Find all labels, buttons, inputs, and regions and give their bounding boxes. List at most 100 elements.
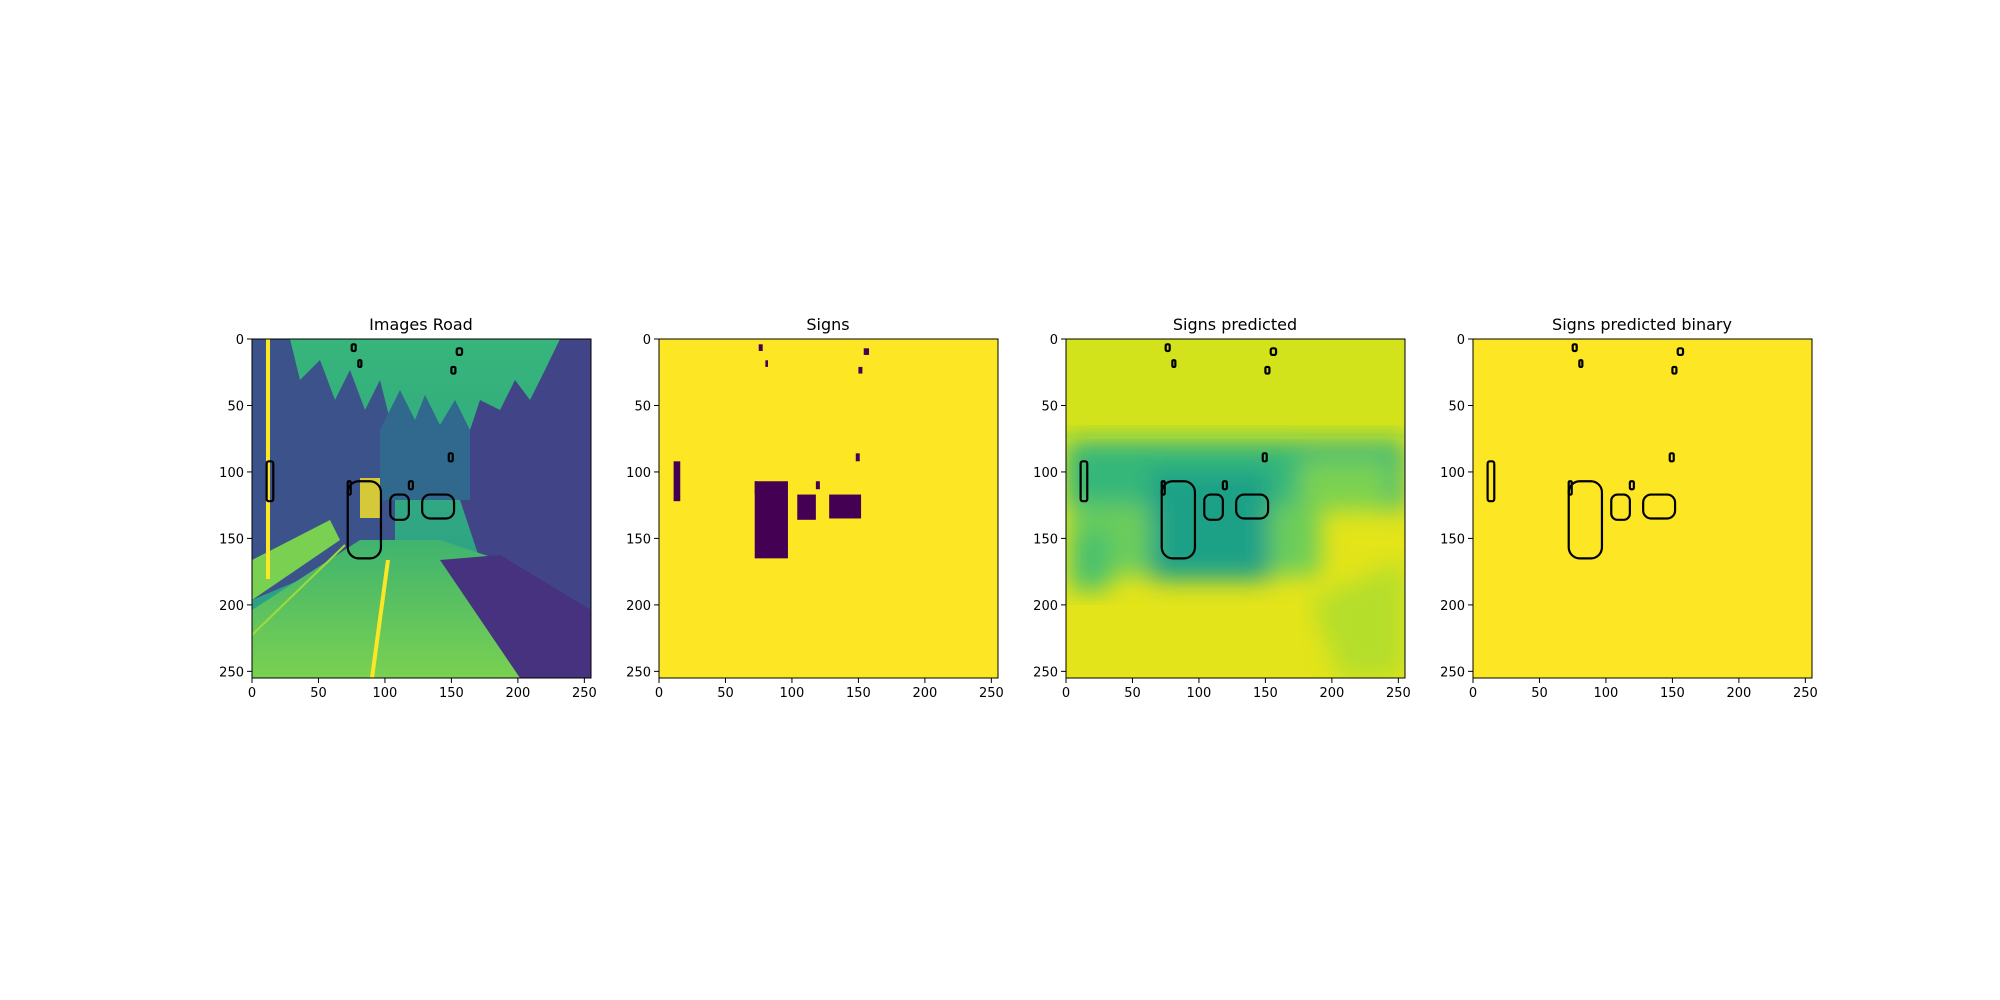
- sign-mask: [855, 453, 860, 462]
- x-tick-label: 50: [717, 686, 734, 701]
- sign-contour: [357, 359, 363, 369]
- y-tick-label: 100: [219, 466, 244, 481]
- y-tick-label: 150: [626, 532, 651, 547]
- x-tick-label: 150: [439, 686, 464, 701]
- building: [360, 478, 380, 518]
- trees-mid: [380, 390, 470, 500]
- y-tick-label: 100: [626, 466, 651, 481]
- y-axis: 0 50 100 150 200 250: [1033, 333, 1066, 680]
- y-tick-label: 100: [1440, 466, 1465, 481]
- y-axis: 0 50 100 150 200 250: [626, 333, 659, 680]
- x-axis: 0 50 100 150 200 250: [248, 678, 597, 701]
- panel-signs-predicted: Signs predicted 0 50 100 150 200 250 0 50 100: [1033, 315, 1411, 701]
- left-verge: [252, 520, 340, 600]
- bottom-right-fade: [1310, 560, 1405, 678]
- x-tick-label: 50: [1124, 686, 1141, 701]
- sign-contour: [1221, 480, 1228, 491]
- road-line: [370, 559, 390, 678]
- sign-contour: [447, 452, 454, 463]
- panel-images-road: Images Road 0 50 100 150 200 250 0 50 100 150 200…: [219, 315, 597, 701]
- sign-contour: [407, 480, 414, 491]
- x-tick-label: 250: [572, 686, 597, 701]
- y-tick-label: 150: [1033, 532, 1058, 547]
- sign-mask: [758, 344, 763, 351]
- y-tick-label: 0: [236, 333, 244, 348]
- sign-mask: [765, 360, 769, 367]
- x-tick-label: 250: [1386, 686, 1411, 701]
- x-tick-label: 0: [1062, 686, 1070, 701]
- panel-title: Signs predicted: [1173, 315, 1297, 334]
- image-area: [1472, 338, 1813, 679]
- y-tick-label: 0: [643, 333, 651, 348]
- x-tick-label: 0: [655, 686, 663, 701]
- sign-contour: [1164, 343, 1171, 353]
- sign-contour: [1642, 493, 1677, 520]
- sign-contour: [1668, 452, 1675, 463]
- x-tick-label: 50: [1531, 686, 1548, 701]
- panel-title: Images Road: [369, 315, 473, 334]
- panel-signs: Signs 0 50 100 150 200 250 0 50 100 150 200 250: [626, 315, 1004, 701]
- y-tick-label: 0: [1050, 333, 1058, 348]
- sign-contour: [450, 365, 457, 375]
- x-tick-label: 100: [1187, 686, 1212, 701]
- sign-mask: [858, 366, 863, 374]
- sign-contour: [1079, 460, 1089, 503]
- x-tick-label: 150: [846, 686, 871, 701]
- sign-contour: [1676, 347, 1685, 357]
- y-tick-label: 100: [1033, 466, 1058, 481]
- y-axis: 0 50 100 150 200 250: [1440, 333, 1473, 680]
- axes-frame: [1065, 338, 1406, 679]
- x-tick-label: 50: [310, 686, 327, 701]
- sign-contours: [1486, 343, 1685, 560]
- y-tick-label: 150: [1440, 532, 1465, 547]
- x-tick-label: 0: [1469, 686, 1477, 701]
- x-tick-label: 150: [1660, 686, 1685, 701]
- sign-contour: [1235, 493, 1270, 520]
- y-tick-label: 50: [1041, 399, 1058, 414]
- sign-mask: [815, 481, 820, 490]
- sign-contours: [1079, 343, 1278, 560]
- sign-contours: [265, 343, 464, 560]
- x-axis: 0 50 100 150 200 250: [655, 678, 1004, 701]
- x-tick-label: 200: [912, 686, 937, 701]
- y-tick-label: 250: [1033, 665, 1058, 680]
- x-tick-label: 150: [1253, 686, 1278, 701]
- y-tick-label: 50: [227, 399, 244, 414]
- x-axis: 0 50 100 150 200 250: [1469, 678, 1818, 701]
- right-blob: [1300, 460, 1390, 510]
- y-tick-label: 200: [219, 599, 244, 614]
- center-blob: [1150, 470, 1270, 580]
- sign-masks: [673, 344, 870, 559]
- panel-title: Signs predicted binary: [1552, 315, 1732, 334]
- sign-contour: [455, 347, 464, 357]
- sign-contour: [389, 493, 410, 521]
- trees-left: [252, 339, 395, 600]
- x-tick-label: 200: [1726, 686, 1751, 701]
- sign-mask: [829, 494, 862, 519]
- sign-contour: [1610, 493, 1631, 521]
- x-tick-label: 200: [505, 686, 530, 701]
- x-tick-label: 100: [373, 686, 398, 701]
- x-tick-label: 100: [780, 686, 805, 701]
- sign-mask: [673, 461, 681, 502]
- sign-contour: [1171, 359, 1177, 369]
- sign-mask: [754, 481, 788, 559]
- sign-contour: [1567, 480, 1604, 560]
- sign-contour: [1261, 452, 1268, 463]
- y-tick-label: 250: [219, 665, 244, 680]
- y-tick-label: 150: [219, 532, 244, 547]
- panel-title: Signs: [806, 315, 849, 334]
- sign-contour: [1264, 365, 1271, 375]
- axes-frame: [1472, 338, 1813, 679]
- sign-contour: [346, 480, 383, 560]
- y-axis: 0 50 100 150 200 250: [219, 333, 252, 680]
- pole: [266, 339, 270, 579]
- sign-contour: [1203, 493, 1224, 521]
- sign-contour: [1269, 347, 1278, 357]
- y-tick-label: 250: [1440, 665, 1465, 680]
- x-tick-label: 250: [979, 686, 1004, 701]
- x-tick-label: 100: [1594, 686, 1619, 701]
- x-tick-label: 250: [1793, 686, 1818, 701]
- y-tick-label: 0: [1457, 333, 1465, 348]
